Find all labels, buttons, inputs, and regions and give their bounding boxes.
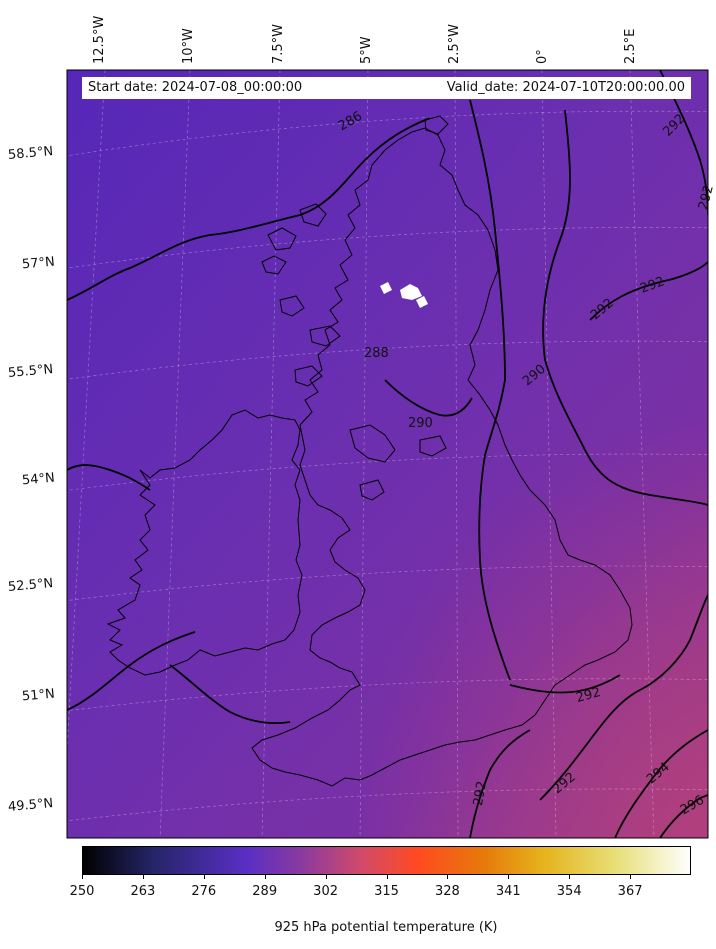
lon-label: 7.5°W	[271, 23, 286, 64]
lat-label: 51°N	[21, 686, 56, 705]
colorbar-tick-label: 315	[374, 884, 399, 899]
lon-label: 2.5°E	[623, 28, 638, 64]
colorbar-gradient	[82, 846, 691, 875]
contour-label: 288	[364, 346, 389, 361]
colorbar-tick-mark	[447, 875, 449, 879]
colorbar-tick-mark	[325, 875, 327, 879]
lon-label: 12.5°W	[92, 15, 107, 64]
colorbar-tick-mark	[264, 875, 266, 879]
colorbar-tick-label: 289	[252, 884, 278, 899]
colorbar-tick-label: 354	[556, 884, 582, 899]
missing-data-patch	[380, 282, 428, 308]
colorbar-tick-mark	[630, 875, 632, 879]
colorbar-tick-mark	[386, 875, 388, 879]
colorbar-tick-mark	[82, 875, 83, 879]
contour-label: 290	[408, 416, 433, 431]
lon-label: 0°	[535, 49, 550, 64]
colorbar-tick-mark	[569, 875, 571, 879]
colorbar-tick-label: 276	[191, 884, 217, 899]
colorbar-tick-mark	[142, 875, 144, 879]
header-bar: Start date: 2024-07-08_00:00:00 Valid_da…	[82, 77, 691, 99]
colorbar-tick-label: 328	[434, 884, 460, 899]
colorbar-tick-label: 302	[313, 884, 339, 899]
lat-label: 54°N	[21, 470, 56, 489]
warm-region	[67, 70, 708, 838]
valid-date: Valid_date: 2024-07-10T20:00:00.00	[446, 80, 685, 95]
start-date: Start date: 2024-07-08_00:00:00	[88, 80, 303, 95]
colorbar	[82, 846, 691, 875]
coastlines	[106, 115, 633, 787]
colorbar-tick-label: 263	[130, 884, 156, 899]
colorbar-tick-label: 250	[69, 884, 95, 899]
lon-label: 10°W	[181, 28, 196, 64]
isotherm-contours	[67, 70, 708, 838]
lat-label: 57°N	[21, 254, 56, 273]
lon-label: 5°W	[359, 36, 374, 64]
colorbar-tick-label: 341	[495, 884, 521, 899]
colorbar-tick-mark	[508, 875, 510, 879]
lon-label: 2.5°W	[447, 23, 462, 64]
map-frame	[66, 69, 709, 839]
colorbar-label: 925 hPa potential temperature (K)	[274, 920, 498, 935]
colorbar-tick-mark	[203, 875, 205, 879]
colorbar-tick-label: 367	[617, 884, 643, 899]
